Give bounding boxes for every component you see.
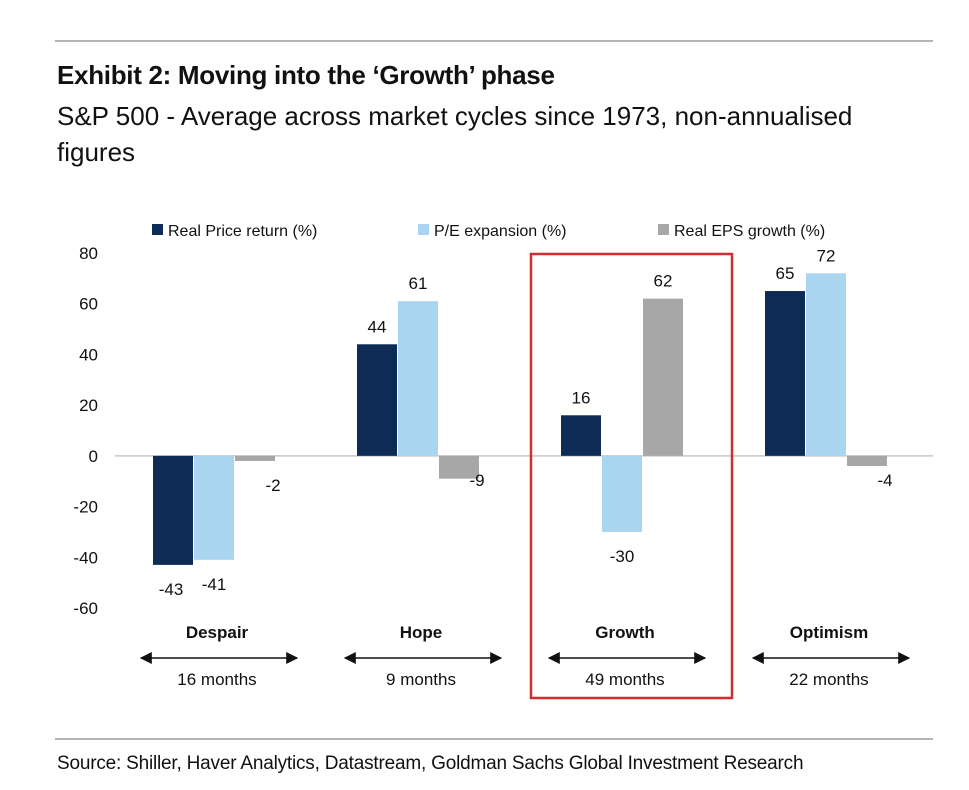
data-label-despair-eps: -2 xyxy=(265,476,280,495)
y-tick-label: -60 xyxy=(73,599,98,618)
bottom-rule xyxy=(55,738,933,740)
legend-swatch-eps xyxy=(658,224,669,235)
legend-swatch-pe xyxy=(418,224,429,235)
data-label-despair-pe: -41 xyxy=(202,575,227,594)
category-label-growth: Growth xyxy=(595,623,655,642)
y-tick-label: -40 xyxy=(73,548,98,567)
category-label-hope: Hope xyxy=(400,623,443,642)
legend-label-price: Real Price return (%) xyxy=(168,223,317,240)
data-label-hope-eps: -9 xyxy=(469,471,484,490)
data-label-growth-price: 16 xyxy=(572,388,591,407)
top-rule xyxy=(55,40,933,42)
data-label-hope-pe: 61 xyxy=(409,274,428,293)
chart-legend: Real Price return (%) P/E expansion (%) … xyxy=(152,223,825,240)
bar-optimism-eps xyxy=(847,455,887,466)
source-note: Source: Shiller, Haver Analytics, Datast… xyxy=(57,753,804,774)
highlight-rect xyxy=(529,252,734,700)
bar-hope-pe xyxy=(398,301,438,456)
bar-growth-price xyxy=(561,415,601,456)
y-tick-label: 40 xyxy=(79,345,98,364)
data-labels: -43 -41 -2 44 61 -9 16 -30 62 65 72 -4 xyxy=(159,246,893,599)
data-label-growth-eps: 62 xyxy=(654,272,673,291)
y-tick-label: -20 xyxy=(73,498,98,517)
bar-hope-eps xyxy=(439,455,479,479)
data-label-despair-price: -43 xyxy=(159,580,184,599)
category-labels: Despair 16 months Hope 9 months Growth 49 mon… xyxy=(139,623,911,689)
data-label-growth-pe: -30 xyxy=(610,547,635,566)
growth-highlight-box xyxy=(529,252,734,700)
bar-despair-eps xyxy=(235,455,275,461)
duration-label-growth: 49 months xyxy=(585,670,664,689)
y-tick-label: 80 xyxy=(79,244,98,263)
data-label-hope-price: 44 xyxy=(368,317,387,336)
chart-title: Exhibit 2: Moving into the ‘Growth’ phas… xyxy=(57,60,555,90)
bar-optimism-price xyxy=(765,291,805,456)
y-tick-label: 20 xyxy=(79,396,98,415)
y-tick-label: 60 xyxy=(79,295,98,314)
duration-label-despair: 16 months xyxy=(177,670,256,689)
bar-despair-price xyxy=(153,455,193,565)
chart-subtitle: S&P 500 - Average across market cycles s… xyxy=(57,101,853,167)
data-label-optimism-price: 65 xyxy=(776,264,795,283)
bar-hope-price xyxy=(357,344,397,456)
y-tick-label: 0 xyxy=(89,447,98,466)
bar-growth-eps xyxy=(643,298,683,456)
data-label-optimism-eps: -4 xyxy=(877,471,892,490)
data-label-optimism-pe: 72 xyxy=(817,246,836,265)
legend-label-eps: Real EPS growth (%) xyxy=(674,223,825,240)
bar-despair-pe xyxy=(194,455,234,560)
legend-label-pe: P/E expansion (%) xyxy=(434,223,567,240)
bar-series xyxy=(153,273,887,565)
duration-label-hope: 9 months xyxy=(386,670,456,689)
bar-growth-pe xyxy=(602,455,642,532)
bar-optimism-pe xyxy=(806,273,846,456)
legend-swatch-price xyxy=(152,224,163,235)
category-label-optimism: Optimism xyxy=(790,623,868,642)
category-label-despair: Despair xyxy=(186,623,249,642)
y-axis: 80 60 40 20 0 -20 -40 -60 xyxy=(73,244,98,618)
duration-label-optimism: 22 months xyxy=(789,670,868,689)
